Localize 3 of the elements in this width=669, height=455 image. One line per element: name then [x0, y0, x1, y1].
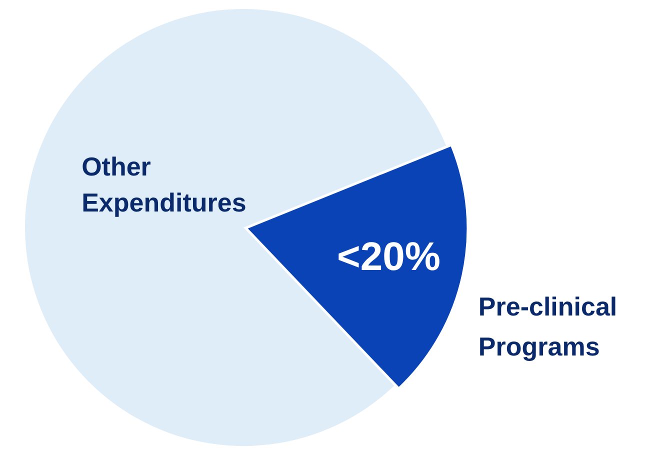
data-label: <20%	[337, 234, 440, 279]
slice-label: Pre-clinical Programs	[478, 291, 618, 362]
slice-label: Other Expenditures	[82, 151, 246, 218]
